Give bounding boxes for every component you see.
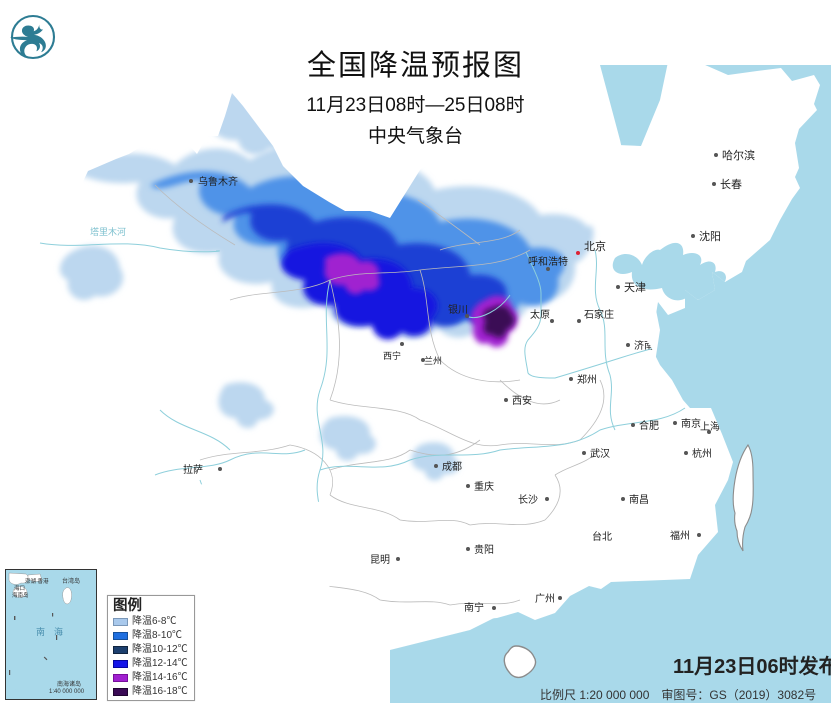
svg-text:西宁: 西宁: [383, 350, 401, 361]
svg-text:兰州: 兰州: [424, 355, 442, 366]
svg-text:澎湖 香港: 澎湖 香港: [25, 577, 49, 585]
svg-text:长春: 长春: [720, 178, 742, 191]
svg-text:南京: 南京: [681, 417, 701, 430]
svg-text:南海诸岛: 南海诸岛: [57, 680, 81, 688]
svg-text:武汉: 武汉: [590, 447, 610, 460]
svg-text:重庆: 重庆: [474, 480, 494, 493]
svg-text:太原: 太原: [530, 308, 550, 321]
svg-text:呼和浩特: 呼和浩特: [528, 256, 568, 268]
svg-text:哈尔滨: 哈尔滨: [722, 148, 755, 162]
svg-text:乌鲁木齐: 乌鲁木齐: [198, 175, 238, 188]
svg-text:海南岛: 海南岛: [12, 591, 29, 599]
svg-text:杭州: 杭州: [692, 447, 712, 460]
svg-text:广州: 广州: [535, 593, 555, 605]
svg-text:南宁: 南宁: [464, 601, 484, 614]
svg-text:昆明: 昆明: [370, 554, 390, 566]
svg-text:成都: 成都: [442, 461, 462, 473]
svg-text:天津: 天津: [624, 281, 646, 294]
svg-text:贵阳: 贵阳: [474, 543, 494, 556]
svg-text:长沙: 长沙: [518, 494, 538, 506]
svg-text:石家庄: 石家庄: [584, 308, 614, 321]
svg-text:拉萨: 拉萨: [183, 463, 203, 476]
svg-text:海口: 海口: [14, 584, 25, 592]
svg-text:南 海: 南 海: [36, 626, 63, 637]
svg-text:塔里木河: 塔里木河: [90, 226, 126, 237]
svg-text:南昌: 南昌: [629, 493, 649, 506]
svg-text:台北: 台北: [592, 530, 612, 543]
svg-text:台湾岛: 台湾岛: [62, 577, 80, 585]
svg-text:沈阳: 沈阳: [699, 229, 721, 243]
svg-text:北京: 北京: [584, 239, 606, 253]
svg-text:郑州: 郑州: [577, 373, 597, 386]
svg-text:西安: 西安: [512, 394, 532, 407]
svg-text:福州: 福州: [670, 529, 690, 542]
svg-text:1:40 000 000: 1:40 000 000: [49, 689, 85, 695]
svg-text:合肥: 合肥: [639, 419, 659, 432]
svg-text:银川: 银川: [448, 303, 468, 316]
